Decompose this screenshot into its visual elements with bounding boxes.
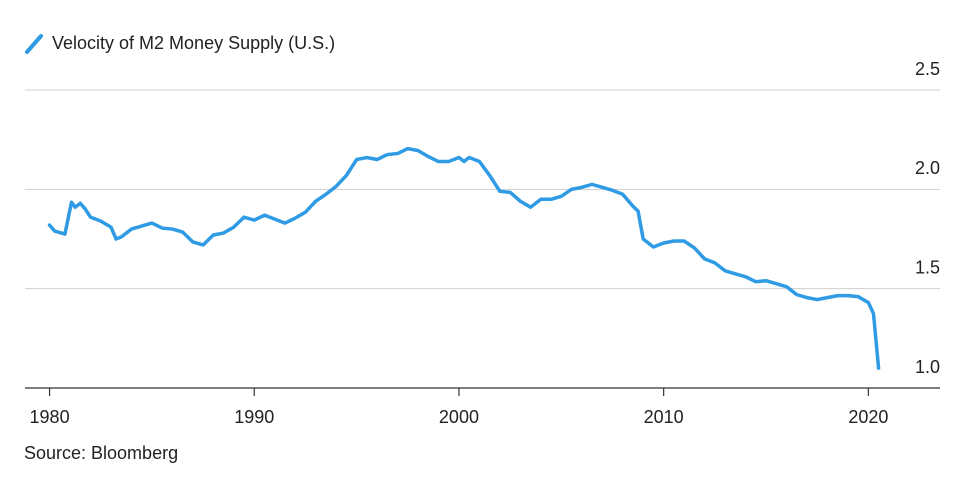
x-tick-label: 2010 bbox=[644, 407, 684, 427]
data-line bbox=[47, 146, 881, 370]
legend-label: Velocity of M2 Money Supply (U.S.) bbox=[52, 33, 335, 53]
legend-swatch bbox=[25, 34, 43, 54]
x-tick-label: 2000 bbox=[439, 407, 479, 427]
x-tick-label: 1990 bbox=[234, 407, 274, 427]
x-tick-label: 2020 bbox=[848, 407, 888, 427]
x-tick-label: 1980 bbox=[30, 407, 70, 427]
y-tick-label: 1.0 bbox=[915, 357, 940, 377]
y-tick-label: 2.5 bbox=[915, 59, 940, 79]
source-note: Source: Bloomberg bbox=[24, 443, 178, 463]
y-tick-label: 1.5 bbox=[915, 257, 940, 277]
y-tick-label: 2.0 bbox=[915, 158, 940, 178]
